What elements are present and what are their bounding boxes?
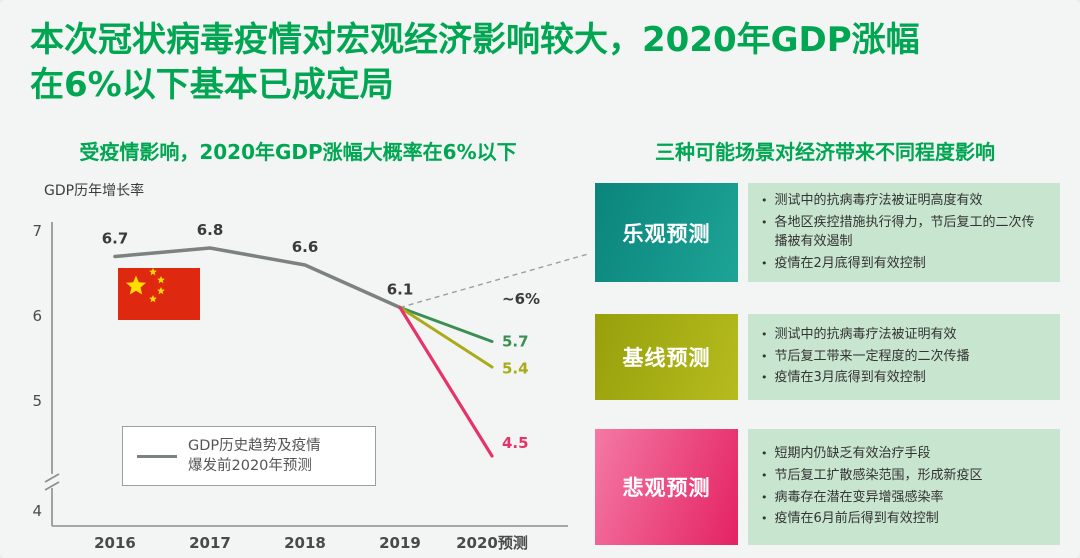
scenario-label-baseline: 基线预测 xyxy=(595,314,738,400)
scenario-bullets-baseline: • 测试中的抗病毒疗法被证明有效 • 节后复工带来一定程度的二次传播 • 疫情在3月底得到… xyxy=(748,314,1060,400)
svg-text:2018: 2018 xyxy=(284,534,326,552)
svg-text:5.4: 5.4 xyxy=(502,360,529,378)
svg-text:~6%: ~6% xyxy=(502,290,540,308)
bullet-item: • 节后复工带来一定程度的二次传播 xyxy=(761,348,1047,367)
svg-text:2017: 2017 xyxy=(189,534,231,552)
svg-text:6.7: 6.7 xyxy=(102,230,129,248)
svg-text:5: 5 xyxy=(32,392,42,410)
scenario-row-optimistic: 乐观预测 • 测试中的抗病毒疗法被证明高度有效 • 各地区疾控措施执行得力，节后复工的… xyxy=(595,183,1060,283)
y-axis-title: GDP历年增长率 xyxy=(44,183,145,199)
chart-legend: GDP历史趋势及疫情 爆发前2020年预测 xyxy=(122,426,376,486)
bullet-dot: • xyxy=(761,371,768,385)
svg-text:2016: 2016 xyxy=(94,534,136,552)
bullet-dot: • xyxy=(761,490,768,504)
scenario-bullets-optimistic: • 测试中的抗病毒疗法被证明高度有效 • 各地区疾控措施执行得力，节后复工的二次传播被… xyxy=(748,183,1060,283)
svg-text:2020预测: 2020预测 xyxy=(456,534,528,552)
legend-label: GDP历史趋势及疫情 爆发前2020年预测 xyxy=(188,438,321,474)
scenarios-subtitle: 三种可能场景对经济带来不同程度影响 xyxy=(655,140,995,164)
bullet-item: • 疫情在6月前后得到有效控制 xyxy=(761,510,1047,529)
svg-text:4.5: 4.5 xyxy=(502,434,529,452)
gdp-line-chart: 7 6 5 4 2016 2017 2018 2019 2020预测 6.7 6.8 6.6 6.1 ~6… xyxy=(32,221,589,552)
scenario-row-baseline: 基线预测 • 测试中的抗病毒疗法被证明有效 • 节后复工带来一定程度的二次传播 • 疫情在… xyxy=(595,314,1060,400)
svg-text:6: 6 xyxy=(32,307,42,325)
bullet-dot: • xyxy=(761,194,768,207)
legend-line-sample xyxy=(137,454,177,458)
svg-text:2019: 2019 xyxy=(379,534,421,552)
bullet-dot: • xyxy=(761,327,768,341)
bullet-item: • 测试中的抗病毒疗法被证明高度有效 xyxy=(761,192,1047,211)
bullet-item: • 测试中的抗病毒疗法被证明有效 xyxy=(761,326,1047,345)
bullet-dot: • xyxy=(761,349,768,363)
bullet-dot: • xyxy=(761,446,768,460)
page-title: 本次冠状病毒疫情对宏观经济影响较大，2020年GDP涨幅 在6%以下基本已成定局 xyxy=(30,18,1065,108)
chart-subtitle: 受疫情影响，2020年GDP涨幅大概率在6%以下 xyxy=(79,140,517,164)
bullet-dot: • xyxy=(761,256,768,270)
scenario-label-pessimistic: 悲观预测 xyxy=(595,429,738,545)
bullet-item: • 短期内仍缺乏有效治疗手段 xyxy=(761,445,1047,464)
bullet-item: • 节后复工扩散感染范围，形成新疫区 xyxy=(761,467,1047,486)
svg-text:6.6: 6.6 xyxy=(292,238,319,256)
scenario-row-pessimistic: 悲观预测 • 短期内仍缺乏有效治疗手段 • 节后复工扩散感染范围，形成新疫区 • 病毒存在… xyxy=(595,429,1060,545)
svg-text:7: 7 xyxy=(32,222,42,240)
bullet-dot: • xyxy=(761,468,768,482)
bullet-item: • 病毒存在潜在变异增强感染率 xyxy=(761,489,1047,508)
page-title-line2: 在6%以下基本已成定局 xyxy=(30,64,394,105)
bullet-item: • 各地区疾控措施执行得力，节后复工的二次传播被有效遏制 xyxy=(761,214,1047,252)
page-title-line1: 本次冠状病毒疫情对宏观经济影响较大，2020年GDP涨幅 xyxy=(30,20,920,60)
svg-text:4: 4 xyxy=(32,502,42,520)
bullet-dot: • xyxy=(761,215,768,229)
bullet-item: • 疫情在3月底得到有效控制 xyxy=(761,369,1047,388)
svg-text:6.8: 6.8 xyxy=(197,221,224,239)
china-flag xyxy=(118,268,200,320)
scenario-bullets-pessimistic: • 短期内仍缺乏有效治疗手段 • 节后复工扩散感染范围，形成新疫区 • 病毒存在潜在变异增… xyxy=(748,429,1060,545)
svg-text:5.7: 5.7 xyxy=(502,333,529,351)
svg-text:6.1: 6.1 xyxy=(387,281,414,299)
scenario-label-optimistic: 乐观预测 xyxy=(595,183,738,283)
bullet-dot: • xyxy=(761,512,768,526)
bullet-item: • 疫情在2月底得到有效控制 xyxy=(761,255,1047,274)
